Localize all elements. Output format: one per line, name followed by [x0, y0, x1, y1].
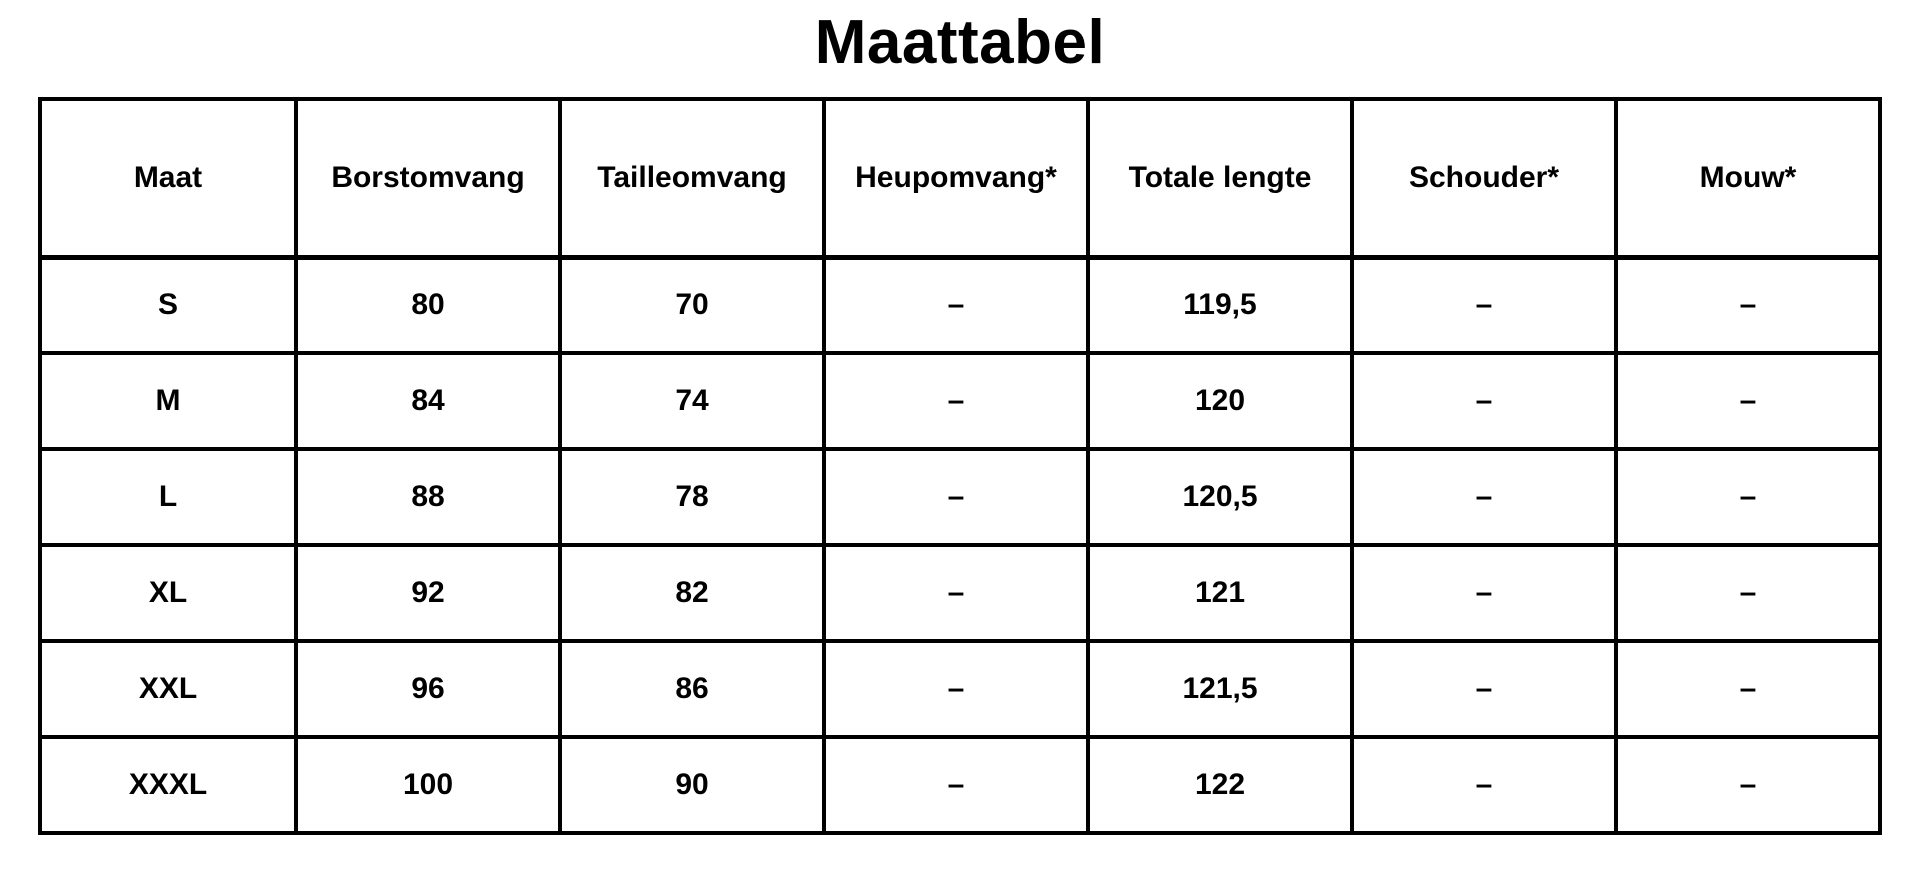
- cell-mouw: –: [1614, 351, 1882, 452]
- column-header-tailleomvang: Tailleomvang: [558, 97, 826, 260]
- cell-size: L: [38, 447, 298, 548]
- column-header-heupomvang: Heupomvang*: [822, 97, 1090, 260]
- column-header-schouder: Schouder*: [1350, 97, 1618, 260]
- cell-heupomvang: –: [822, 639, 1090, 740]
- cell-tailleomvang: 86: [558, 639, 826, 740]
- column-header-mouw: Mouw*: [1614, 97, 1882, 260]
- cell-tailleomvang: 74: [558, 351, 826, 452]
- cell-size: XXL: [38, 639, 298, 740]
- cell-borstomvang: 100: [294, 735, 562, 836]
- cell-schouder: –: [1350, 351, 1618, 452]
- table-row-m: M 84 74 – 120 – –: [38, 351, 1882, 452]
- table-row-xxxl: XXXL 100 90 – 122 – –: [38, 735, 1882, 836]
- cell-size: M: [38, 351, 298, 452]
- cell-schouder: –: [1350, 735, 1618, 836]
- cell-mouw: –: [1614, 639, 1882, 740]
- size-table-body: S 80 70 – 119,5 – – M 84 74 – 120 – – L …: [38, 255, 1882, 836]
- cell-tailleomvang: 82: [558, 543, 826, 644]
- table-row-xxl: XXL 96 86 – 121,5 – –: [38, 639, 1882, 740]
- cell-borstomvang: 96: [294, 639, 562, 740]
- cell-schouder: –: [1350, 639, 1618, 740]
- cell-schouder: –: [1350, 255, 1618, 356]
- cell-heupomvang: –: [822, 543, 1090, 644]
- page-title: Maattabel: [814, 8, 1106, 77]
- cell-size: S: [38, 255, 298, 356]
- cell-totale-lengte: 119,5: [1086, 255, 1354, 356]
- column-header-borstomvang: Borstomvang: [294, 97, 562, 260]
- cell-mouw: –: [1614, 735, 1882, 836]
- table-row-s: S 80 70 – 119,5 – –: [38, 255, 1882, 356]
- cell-totale-lengte: 120: [1086, 351, 1354, 452]
- cell-size: XL: [38, 543, 298, 644]
- column-header-totale-lengte: Totale lengte: [1086, 97, 1354, 260]
- cell-borstomvang: 88: [294, 447, 562, 548]
- cell-heupomvang: –: [822, 735, 1090, 836]
- cell-totale-lengte: 120,5: [1086, 447, 1354, 548]
- cell-borstomvang: 92: [294, 543, 562, 644]
- cell-mouw: –: [1614, 447, 1882, 548]
- cell-borstomvang: 84: [294, 351, 562, 452]
- cell-mouw: –: [1614, 543, 1882, 644]
- cell-heupomvang: –: [822, 447, 1090, 548]
- cell-size: XXXL: [38, 735, 298, 836]
- cell-totale-lengte: 121: [1086, 543, 1354, 644]
- cell-totale-lengte: 122: [1086, 735, 1354, 836]
- cell-schouder: –: [1350, 447, 1618, 548]
- cell-heupomvang: –: [822, 351, 1090, 452]
- cell-borstomvang: 80: [294, 255, 562, 356]
- size-table-header: Maat Borstomvang Tailleomvang Heupomvang…: [38, 97, 1882, 260]
- column-header-maat: Maat: [38, 97, 298, 260]
- cell-heupomvang: –: [822, 255, 1090, 356]
- cell-mouw: –: [1614, 255, 1882, 356]
- cell-totale-lengte: 121,5: [1086, 639, 1354, 740]
- cell-tailleomvang: 90: [558, 735, 826, 836]
- cell-tailleomvang: 78: [558, 447, 826, 548]
- table-row-xl: XL 92 82 – 121 – –: [38, 543, 1882, 644]
- cell-schouder: –: [1350, 543, 1618, 644]
- cell-tailleomvang: 70: [558, 255, 826, 356]
- table-row-l: L 88 78 – 120,5 – –: [38, 447, 1882, 548]
- header-row: Maat Borstomvang Tailleomvang Heupomvang…: [38, 97, 1882, 260]
- size-table: Maat Borstomvang Tailleomvang Heupomvang…: [38, 97, 1882, 836]
